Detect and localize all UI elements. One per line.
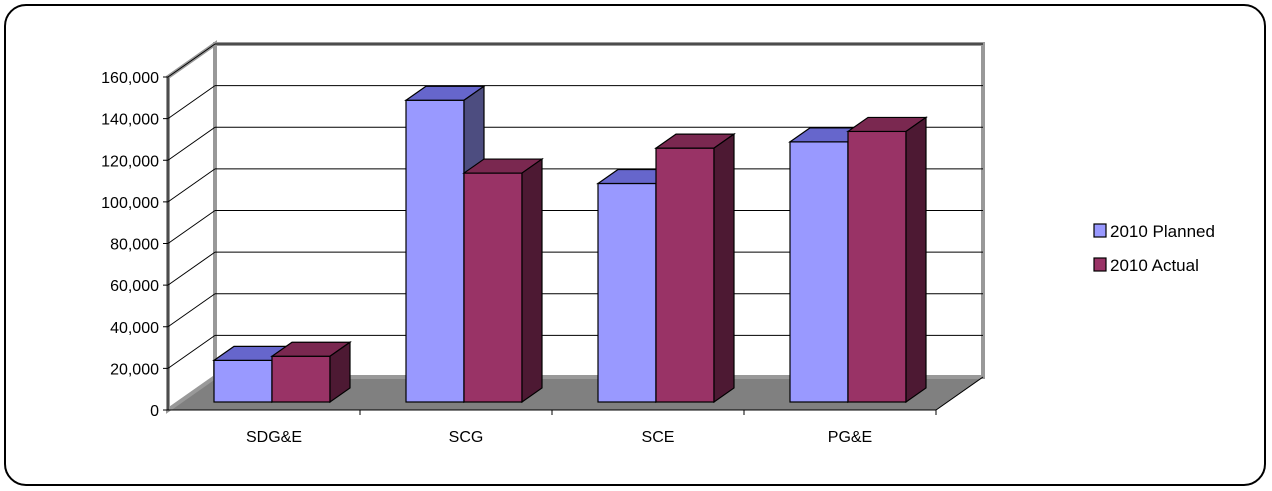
x-tick-label: PG&E <box>828 429 872 446</box>
bar-side <box>905 116 927 404</box>
bar-front <box>597 182 657 403</box>
bar-front <box>213 359 273 403</box>
x-tick-label: SCG <box>449 429 484 446</box>
y-axis-labels: 0 20,000 40,000 60,000 80,000 100,000 120,000 1… <box>101 70 159 420</box>
bar-front <box>271 355 331 403</box>
y-tick-label: 40,000 <box>110 320 159 337</box>
bars <box>212 85 928 404</box>
bar-side <box>329 341 351 404</box>
bar-front <box>405 99 465 403</box>
bar-front <box>789 141 849 403</box>
x-axis-labels: SDG&E SCG SCE PG&E <box>246 429 872 446</box>
bar-front <box>847 130 907 403</box>
gridline-diagonal <box>167 126 216 161</box>
legend-label: 2010 Planned <box>1110 222 1215 241</box>
gridline-diagonal <box>167 293 216 328</box>
gridline-diagonal <box>167 334 216 369</box>
y-tick-label: 100,000 <box>101 195 159 212</box>
bar-side <box>713 132 735 404</box>
floor-edge <box>935 376 984 411</box>
legend-swatch <box>1093 257 1107 272</box>
x-tick-label: SDG&E <box>246 429 302 446</box>
legend-label: 2010 Actual <box>1110 256 1199 275</box>
legend: 2010 Planned 2010 Actual <box>1093 222 1215 275</box>
y-tick-label: 0 <box>150 403 159 420</box>
y-tick-label: 120,000 <box>101 153 159 170</box>
gridline-diagonal <box>167 210 216 244</box>
gridline-diagonal <box>167 85 216 120</box>
bar-front <box>463 172 523 403</box>
gridline-diagonal <box>167 251 216 286</box>
x-tick-label: SCE <box>642 429 675 446</box>
y-tick-label: 20,000 <box>110 361 159 378</box>
gridline-diagonal <box>167 168 216 203</box>
bar-front <box>655 147 715 403</box>
y-tick-label: 140,000 <box>101 112 159 129</box>
legend-swatch <box>1093 223 1107 238</box>
bar-side <box>521 157 543 404</box>
y-tick-label: 60,000 <box>110 278 159 295</box>
y-tick-label: 80,000 <box>110 237 159 254</box>
axes <box>163 76 984 415</box>
y-tick-label: 160,000 <box>101 70 159 87</box>
gridline-diagonal <box>167 43 216 78</box>
